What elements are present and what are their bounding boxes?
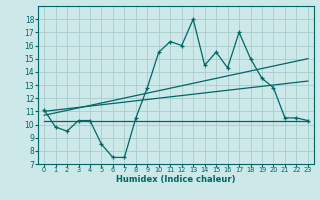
X-axis label: Humidex (Indice chaleur): Humidex (Indice chaleur) [116, 175, 236, 184]
